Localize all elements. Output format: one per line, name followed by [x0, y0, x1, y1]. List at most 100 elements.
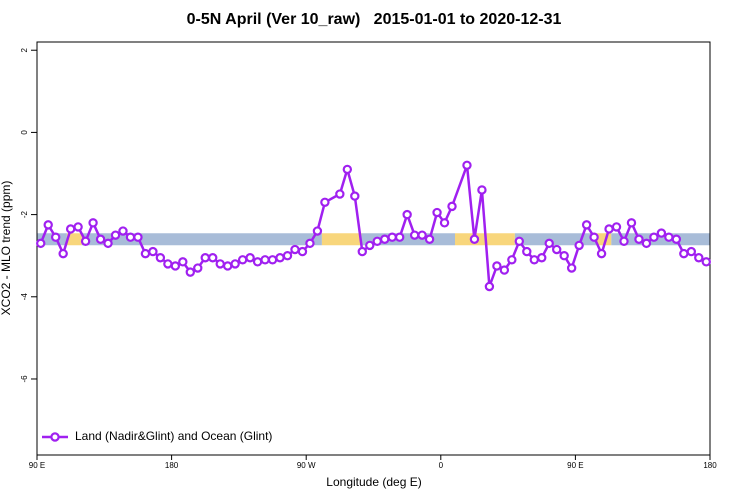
x-tick-label: 90 W — [297, 461, 316, 470]
chart-title: 0-5N April (Ver 10_raw) 2015-01-01 to 20… — [187, 11, 562, 28]
data-point — [619, 236, 629, 247]
x-tick-label: 180 — [703, 461, 717, 470]
data-point — [58, 248, 68, 259]
y-tick-label: -2 — [20, 210, 29, 218]
data-point — [566, 263, 577, 273]
data-point — [701, 257, 711, 267]
data-point — [200, 253, 210, 263]
data-point — [604, 224, 614, 234]
surface-band — [321, 233, 362, 246]
data-point — [103, 238, 113, 249]
surface-band — [66, 233, 82, 246]
data-point — [95, 234, 106, 244]
data-point — [350, 191, 360, 201]
data-point — [110, 230, 121, 240]
data-point — [641, 238, 652, 249]
x-tick-label: 180 — [165, 461, 179, 470]
data-point — [507, 255, 517, 265]
data-point — [36, 238, 46, 249]
data-point — [649, 232, 659, 242]
data-point — [297, 246, 308, 257]
data-point — [178, 257, 188, 267]
data-point — [596, 248, 607, 259]
data-point — [686, 246, 697, 257]
data-point — [671, 234, 682, 244]
data-point — [275, 253, 285, 263]
data-point — [529, 255, 539, 265]
data-point — [50, 232, 61, 242]
data-point — [155, 253, 166, 263]
data-point — [432, 207, 442, 218]
data-point — [492, 261, 502, 271]
data-point — [559, 250, 569, 261]
data-point — [656, 228, 667, 238]
y-tick-label: -4 — [20, 293, 29, 301]
data-point — [320, 197, 330, 207]
data-point — [664, 232, 674, 242]
data-point — [230, 259, 240, 269]
data-point — [193, 263, 203, 273]
data-point — [402, 209, 412, 220]
data-point — [282, 250, 293, 261]
data-point — [365, 240, 375, 251]
data-point — [148, 246, 158, 257]
data-point — [342, 164, 353, 175]
data-point — [552, 244, 562, 255]
data-point — [73, 222, 83, 232]
data-point — [537, 253, 547, 263]
data-point — [484, 281, 495, 292]
data-point — [417, 230, 427, 240]
y-tick-label: 0 — [20, 130, 29, 135]
data-point — [215, 259, 225, 269]
data-point — [208, 253, 218, 263]
data-point — [312, 226, 323, 236]
data-point — [237, 255, 248, 265]
x-tick-label: 0 — [439, 461, 444, 470]
data-point — [80, 236, 91, 247]
data-point — [514, 236, 525, 247]
data-point — [245, 253, 255, 263]
data-point — [65, 224, 76, 234]
legend-marker — [50, 432, 60, 442]
data-point — [626, 218, 637, 228]
data-point — [469, 234, 480, 244]
data-point — [387, 232, 397, 242]
data-point — [544, 238, 554, 249]
data-point — [522, 246, 532, 257]
data-point — [163, 259, 173, 269]
data-point — [305, 238, 315, 249]
data-point — [267, 255, 278, 265]
data-point — [589, 232, 599, 242]
data-point — [634, 234, 644, 244]
data-point — [170, 261, 181, 271]
data-point — [409, 230, 420, 240]
y-tick-label: 2 — [20, 47, 29, 52]
data-point — [357, 246, 367, 257]
data-point — [118, 226, 128, 236]
data-point — [133, 232, 143, 242]
data-point — [335, 189, 345, 199]
data-point — [290, 244, 300, 255]
data-point — [462, 160, 472, 170]
data-point — [581, 220, 592, 230]
data-point — [694, 253, 704, 263]
plot-frame — [36, 41, 711, 456]
x-tick-label: 90 E — [29, 461, 45, 470]
data-point — [424, 234, 435, 244]
y-tick-label: -6 — [20, 375, 29, 383]
data-point — [477, 185, 487, 195]
data-point — [252, 257, 263, 267]
data-point — [372, 236, 382, 247]
data-point — [185, 267, 195, 277]
data-point — [260, 255, 270, 265]
legend-label: Land (Nadir&Glint) and Ocean (Glint) — [75, 429, 272, 443]
data-point — [43, 220, 53, 230]
x-axis-label: Longitude (deg E) — [326, 475, 421, 489]
data-point — [380, 234, 390, 244]
data-point — [679, 248, 689, 259]
data-point — [447, 201, 457, 212]
data-point — [611, 222, 622, 232]
data-point — [222, 261, 233, 271]
